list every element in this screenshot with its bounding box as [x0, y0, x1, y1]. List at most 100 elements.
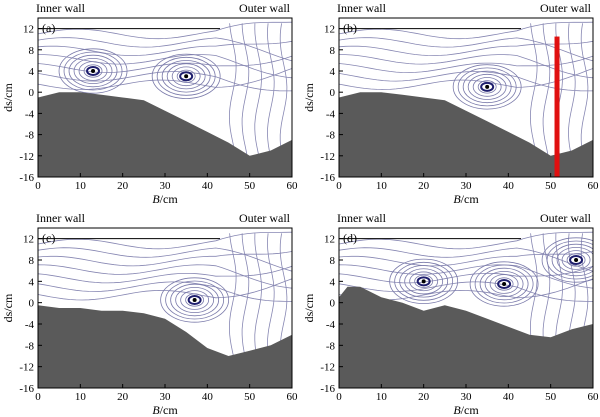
vortex-loop — [68, 54, 118, 88]
vortex — [389, 258, 459, 304]
streamline — [241, 233, 250, 367]
streamline — [38, 231, 292, 250]
y-tick-label: 0 — [29, 298, 35, 310]
y-tick-label: 8 — [330, 255, 336, 267]
vortex-loop — [484, 270, 524, 297]
x-axis-label: B/cm — [453, 403, 479, 417]
vortex-core — [569, 255, 584, 265]
y-axis-label: ds/cm — [1, 83, 15, 112]
panel-label: (b) — [343, 21, 357, 35]
vortex-loop — [541, 237, 593, 283]
panel-3: 0 10 20 30 40 50 60 -16 -12 -8 -4 0 4 8 12 B/cm ds/cm (c)… — [1, 211, 298, 417]
bed-profile — [339, 92, 593, 177]
vortex-loop — [494, 277, 514, 291]
vortex-center — [502, 282, 507, 286]
vortex-loop — [452, 64, 522, 110]
streamline — [241, 23, 250, 156]
plot-area — [38, 21, 292, 177]
vortex-loop — [467, 73, 507, 100]
y-tick-label: -16 — [320, 172, 335, 184]
vortex-loop — [546, 240, 593, 280]
y-tick-label: 12 — [23, 24, 34, 36]
vortex-loop — [469, 261, 539, 307]
x-tick-label: 30 — [461, 180, 473, 192]
x-tick-label: 60 — [588, 391, 600, 403]
streamline — [38, 40, 292, 57]
x-axis-label: B/cm — [453, 192, 479, 206]
y-tick-label: 4 — [29, 276, 35, 288]
streamline — [38, 281, 292, 302]
x-tick-label: 0 — [336, 180, 342, 192]
y-axis-label: ds/cm — [1, 293, 15, 322]
vortex-loop — [151, 53, 221, 99]
inner-wall-label: Inner wall — [337, 211, 387, 225]
x-tick-label: 40 — [202, 180, 214, 192]
vortex-core — [497, 279, 512, 289]
vortex-loop — [176, 69, 196, 83]
x-tick-label: 30 — [461, 391, 473, 403]
vortex-center — [574, 258, 579, 262]
inner-wall-label: Inner wall — [337, 1, 387, 15]
y-axis-label: ds/cm — [302, 293, 316, 322]
y-tick-label: 4 — [29, 66, 35, 78]
x-tick-label: 60 — [588, 180, 600, 192]
vortex — [58, 48, 128, 94]
x-axis-label: B/cm — [152, 192, 178, 206]
streamline — [339, 55, 593, 74]
vortex-loop — [477, 80, 497, 94]
y-tick-label: 12 — [324, 234, 335, 246]
vortex-loop — [399, 265, 449, 298]
outer-wall-label: Outer wall — [540, 1, 592, 15]
y-axis-label: ds/cm — [302, 83, 316, 112]
vortex-loop — [457, 67, 517, 107]
y-tick-label: -12 — [19, 151, 34, 163]
vortex-loop — [566, 253, 586, 267]
streamline — [339, 68, 593, 90]
streamline — [339, 40, 593, 57]
vortex-loop — [58, 48, 128, 94]
y-tick-label: 12 — [324, 24, 335, 36]
y-tick-label: -4 — [25, 108, 35, 120]
y-tick-label: -4 — [25, 319, 35, 331]
y-tick-label: 8 — [29, 255, 35, 267]
y-tick-label: 12 — [23, 234, 34, 246]
x-tick-label: 0 — [336, 391, 342, 403]
vortex-loop — [479, 267, 529, 301]
vortex — [452, 64, 522, 110]
partition-bar — [554, 36, 560, 177]
streamlines — [339, 21, 593, 156]
plot-area — [38, 231, 292, 388]
vortex — [160, 277, 230, 323]
x-tick-label: 20 — [117, 391, 129, 403]
streamline — [542, 23, 551, 156]
streamline — [339, 265, 593, 284]
streamline — [229, 233, 237, 367]
outer-wall-label: Outer wall — [239, 211, 291, 225]
vortex-center — [91, 69, 96, 73]
vortex-loop — [165, 280, 225, 320]
streamline — [580, 23, 589, 156]
vortex — [151, 53, 221, 99]
panel-label: (d) — [343, 231, 357, 245]
bed-profile — [38, 92, 292, 177]
vortex-loop — [185, 293, 205, 307]
y-tick-label: -8 — [25, 130, 35, 142]
panel-2: 0 10 20 30 40 50 60 -16 -12 -8 -4 0 4 8 12 B/cm ds/cm (b)… — [302, 1, 599, 206]
vortex-core — [416, 276, 431, 287]
plot-area — [339, 21, 593, 177]
streamline — [267, 233, 275, 367]
streamline — [339, 264, 593, 289]
streamline — [38, 278, 292, 301]
x-tick-label: 30 — [160, 391, 172, 403]
vortex-center — [184, 74, 189, 79]
streamline — [568, 23, 576, 156]
streamline — [38, 55, 292, 74]
streamline — [38, 251, 292, 267]
y-tick-label: -4 — [326, 319, 336, 331]
x-tick-label: 20 — [117, 180, 129, 192]
streamline — [38, 54, 292, 79]
x-tick-label: 10 — [75, 180, 87, 192]
y-tick-label: 8 — [29, 45, 35, 57]
vortex-loop — [171, 66, 201, 87]
vortex-loop — [73, 58, 113, 85]
